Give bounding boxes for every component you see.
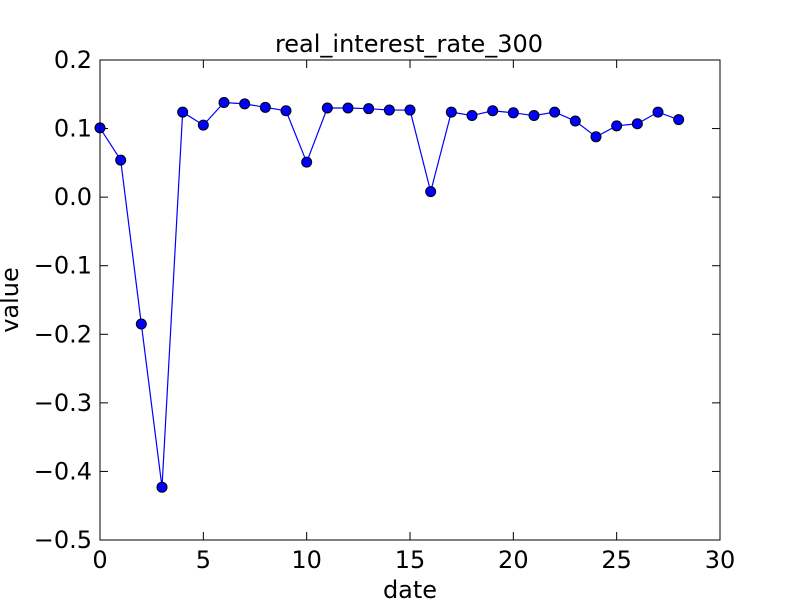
data-point bbox=[466, 110, 478, 122]
data-point bbox=[321, 102, 333, 114]
series-line bbox=[99, 101, 679, 488]
data-point bbox=[218, 97, 230, 109]
x-tick-label: 20 bbox=[498, 546, 529, 574]
data-point bbox=[611, 120, 623, 132]
data-point bbox=[425, 186, 437, 198]
data-point bbox=[445, 106, 457, 118]
x-tick-label: 10 bbox=[291, 546, 322, 574]
plot-frame bbox=[99, 59, 721, 541]
data-point bbox=[156, 481, 168, 493]
chart-title: real_interest_rate_300 bbox=[275, 30, 543, 58]
data-point bbox=[115, 154, 127, 166]
x-axis-label: date bbox=[383, 576, 437, 600]
x-tick-label: 5 bbox=[196, 546, 211, 574]
data-point bbox=[507, 107, 519, 119]
data-point bbox=[363, 103, 375, 115]
data-point bbox=[631, 118, 643, 130]
data-point bbox=[549, 106, 561, 118]
data-point bbox=[259, 101, 271, 113]
data-point bbox=[301, 156, 313, 168]
y-tick-label: 0.2 bbox=[54, 46, 92, 74]
data-point bbox=[135, 318, 147, 330]
y-tick-label: 0.0 bbox=[54, 183, 92, 211]
y-tick-label: −0.5 bbox=[34, 526, 92, 554]
data-point bbox=[342, 102, 354, 114]
data-point bbox=[239, 98, 251, 110]
x-tick-label: 30 bbox=[705, 546, 736, 574]
y-tick-label: −0.1 bbox=[34, 252, 92, 280]
y-tick-label: −0.2 bbox=[34, 320, 92, 348]
data-point bbox=[590, 131, 602, 143]
y-tick-label: −0.3 bbox=[34, 389, 92, 417]
data-point bbox=[487, 105, 499, 117]
x-tick-label: 0 bbox=[92, 546, 107, 574]
data-point bbox=[569, 115, 581, 127]
y-tick-label: 0.1 bbox=[54, 115, 92, 143]
data-point bbox=[404, 104, 416, 116]
data-point bbox=[383, 104, 395, 116]
data-point bbox=[177, 106, 189, 118]
data-point bbox=[528, 110, 540, 122]
data-point bbox=[652, 106, 664, 118]
data-point bbox=[280, 105, 292, 117]
axis-ticks: 0 5 10 15 20 25 30 −0.5 −0.4 −0.3 −0.2 −0.1 0.0 0.1 0.… bbox=[34, 46, 736, 574]
x-tick-label: 15 bbox=[395, 546, 426, 574]
x-tick-label: 25 bbox=[601, 546, 632, 574]
data-point bbox=[197, 119, 209, 131]
data-point bbox=[673, 114, 685, 126]
y-axis-label: value bbox=[0, 267, 24, 333]
series-layer bbox=[94, 97, 685, 493]
y-tick-label: −0.4 bbox=[34, 457, 92, 485]
